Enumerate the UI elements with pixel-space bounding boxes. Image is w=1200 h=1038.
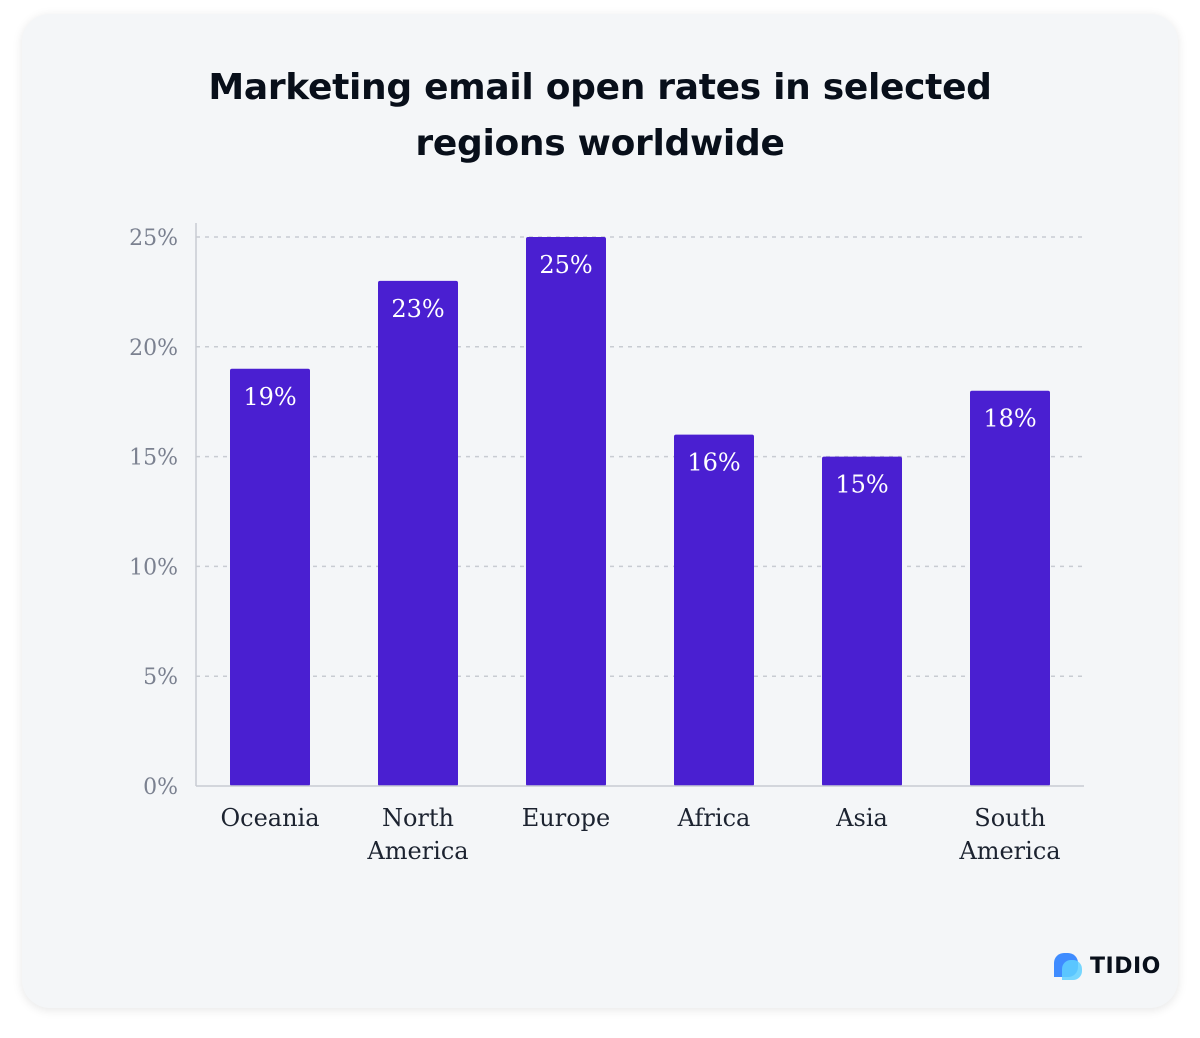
x-tick-label: America — [366, 837, 468, 865]
bar-value-label: 15% — [835, 471, 888, 499]
chart-title: Marketing email open rates in selected r… — [0, 60, 1200, 172]
bar — [378, 280, 458, 786]
bar — [230, 368, 310, 786]
bar-value-label: 16% — [687, 449, 740, 477]
bar — [970, 390, 1050, 786]
x-tick-label: America — [958, 837, 1060, 865]
y-tick-label: 5% — [143, 665, 178, 690]
chart-title-line-2: regions worldwide — [415, 123, 785, 164]
bar — [526, 237, 606, 786]
y-axis-ticks: 0% 5% 10% 15% 20% 25% — [129, 226, 178, 800]
value-labels: 19% 23% 25% 16% 15% 18% — [243, 251, 1036, 499]
x-tick-label: North — [382, 804, 454, 832]
bar-value-label: 18% — [983, 405, 1036, 433]
brand-logo: TIDIO — [1050, 948, 1161, 984]
x-tick-label: Africa — [677, 804, 751, 832]
y-tick-label: 20% — [129, 336, 178, 361]
x-axis-ticks: Oceania North America Europe Africa Asia South… — [220, 804, 1060, 865]
bars — [230, 237, 1050, 786]
bar — [674, 434, 754, 786]
y-tick-label: 10% — [129, 555, 178, 580]
x-tick-label: Oceania — [220, 804, 319, 832]
x-tick-label: South — [974, 804, 1045, 832]
bar — [822, 456, 902, 786]
chart-title-line-1: Marketing email open rates in selected — [208, 67, 992, 108]
bar-value-label: 23% — [391, 295, 444, 323]
bar-value-label: 25% — [539, 251, 592, 279]
brand-name: TIDIO — [1090, 953, 1161, 979]
y-tick-label: 25% — [129, 226, 178, 251]
y-tick-label: 15% — [129, 446, 178, 471]
grid-lines — [196, 236, 1084, 677]
x-tick-label: Asia — [835, 804, 888, 832]
x-tick-label: Europe — [522, 804, 610, 832]
bar-value-label: 19% — [243, 383, 296, 411]
y-tick-label: 0% — [143, 775, 178, 800]
tidio-chat-bubble-icon — [1054, 953, 1082, 980]
